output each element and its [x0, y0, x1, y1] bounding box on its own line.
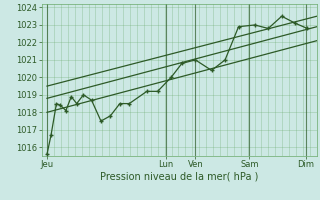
X-axis label: Pression niveau de la mer( hPa ): Pression niveau de la mer( hPa )	[100, 172, 258, 182]
